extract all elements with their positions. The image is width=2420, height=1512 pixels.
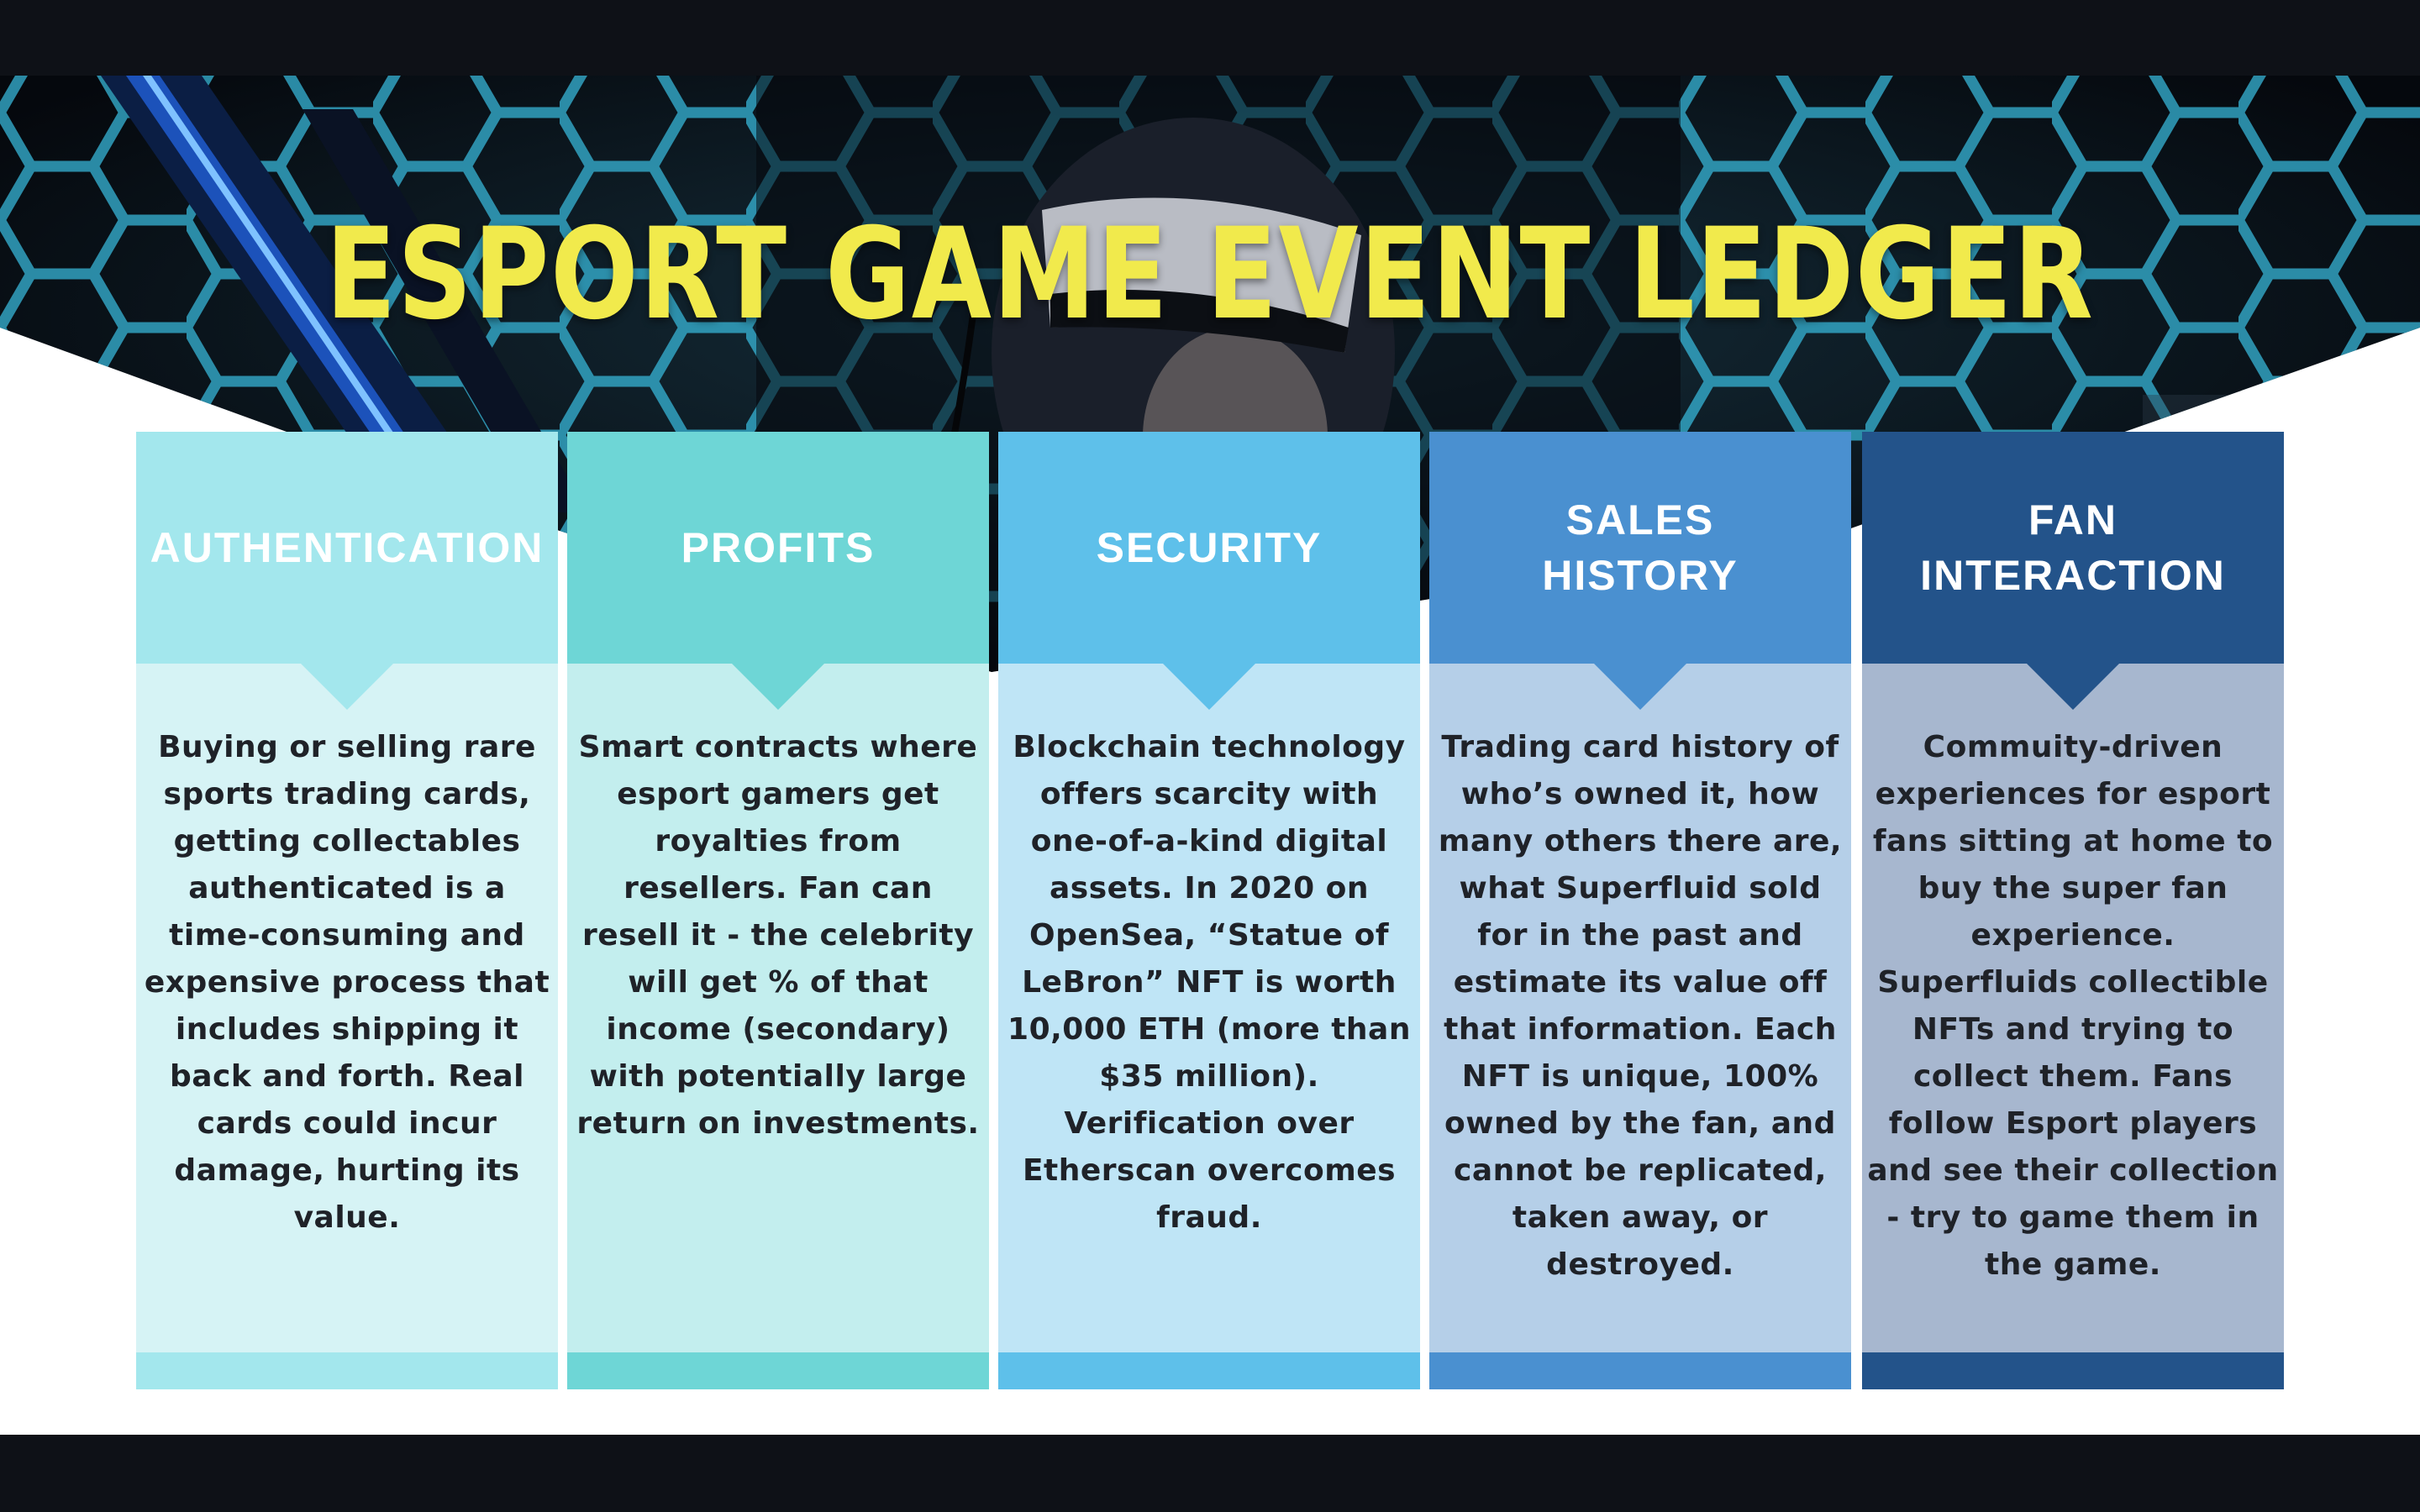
column-header: SALES HISTORY [1429, 432, 1851, 664]
header-pointer [732, 664, 824, 710]
column-sales-history: Trading card history of who’s owned it, … [1429, 432, 1851, 1435]
column-footer-band [1862, 1352, 2284, 1389]
column-authentication: Buying or selling rare sports trading ca… [136, 432, 558, 1435]
bottom-letterbox-bar [0, 1435, 2420, 1512]
column-header: FAN INTERACTION [1862, 432, 2284, 664]
column-header: SECURITY [998, 432, 1420, 664]
column-header: AUTHENTICATION [136, 432, 558, 664]
column-body: Blockchain technology offers scarcity wi… [998, 664, 1420, 1352]
column-body-text: Trading card history of who’s owned it, … [1438, 730, 1843, 1282]
column-header: PROFITS [567, 432, 989, 664]
header-pointer [2027, 664, 2119, 710]
hero-background-image [0, 76, 2420, 1435]
column-body: Smart contracts where esport gamers get … [567, 664, 989, 1352]
column-footer-band [136, 1352, 558, 1389]
column-body-text: Commuity-driven experiences for esport f… [1867, 730, 2279, 1282]
header-pointer [1163, 664, 1255, 710]
column-fan-interaction: Commuity-driven experiences for esport f… [1862, 432, 2284, 1435]
column-body-text: Blockchain technology offers scarcity wi… [1007, 730, 1411, 1235]
column-body-text: Buying or selling rare sports trading ca… [144, 730, 550, 1235]
column-security: Blockchain technology offers scarcity wi… [998, 432, 1420, 1435]
column-body: Buying or selling rare sports trading ca… [136, 664, 558, 1352]
column-heading: SECURITY [1096, 524, 1323, 571]
column-footer-band [998, 1352, 1420, 1389]
vr-gamer-hexagon-photo [0, 76, 2420, 672]
column-footer-band [567, 1352, 989, 1389]
column-body: Trading card history of who’s owned it, … [1429, 664, 1851, 1352]
column-heading: FAN INTERACTION [1920, 496, 2226, 599]
column-body-text: Smart contracts where esport gamers get … [576, 730, 980, 1141]
top-letterbox-bar [0, 0, 2420, 76]
column-heading: PROFITS [681, 524, 876, 571]
column-heading: SALES HISTORY [1542, 496, 1739, 599]
feature-columns: Buying or selling rare sports trading ca… [136, 432, 2284, 1435]
column-profits: Smart contracts where esport gamers get … [567, 432, 989, 1435]
column-body: Commuity-driven experiences for esport f… [1862, 664, 2284, 1352]
header-pointer [301, 664, 393, 710]
infographic-slide: ESPORT GAME EVENT LEDGER Buying or selli… [0, 76, 2420, 1435]
page-title: ESPORT GAME EVENT LEDGER [325, 202, 2095, 348]
header-pointer [1594, 664, 1686, 710]
column-heading: AUTHENTICATION [150, 524, 544, 571]
column-footer-band [1429, 1352, 1851, 1389]
